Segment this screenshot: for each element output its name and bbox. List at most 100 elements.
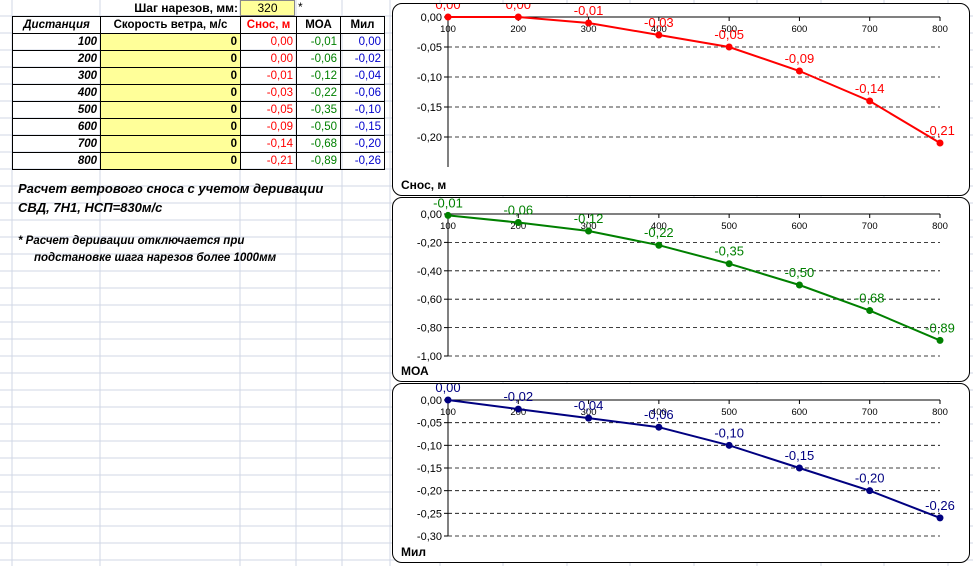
data-point [936, 139, 944, 147]
x-tick-label: 700 [862, 407, 878, 418]
table-row: 600 0 -0,09 -0,50 -0,15 [12, 118, 385, 136]
data-point [655, 31, 663, 39]
data-point [866, 487, 874, 495]
wind-speed-cell[interactable]: 0 [100, 101, 241, 119]
header-distance: Дистанция [12, 16, 101, 34]
header-moa: МОА [296, 16, 341, 34]
x-tick-label: 600 [791, 24, 807, 35]
x-tick-label: 800 [932, 24, 948, 35]
data-label: -0,35 [714, 244, 744, 259]
y-tick-label: -0,15 [417, 463, 442, 475]
chart-svg: 0,00 -0,05 -0,10 -0,15 -0,20 100 200 300 400 500 6… [401, 4, 955, 192]
data-label: -0,06 [644, 407, 674, 422]
data-label: 0,00 [506, 4, 531, 12]
wind-speed-cell[interactable]: 0 [100, 33, 241, 51]
drift-mil-chart: 0,00-0,05-0,10-0,15-0,20-0,25-0,30100200… [392, 383, 970, 563]
data-point [444, 396, 452, 404]
ballistics-table: Дистанция Скорость ветра, м/с Снос, м МО… [12, 16, 385, 170]
footnote-line-2: подстановке шага нарезов более 1000мм [34, 252, 277, 264]
x-tick-label: 600 [791, 221, 807, 232]
series-line [447, 214, 941, 342]
drift-mil-cell: -0,04 [340, 67, 385, 85]
data-label: -0,50 [785, 265, 815, 280]
drift-moa-cell: -0,50 [296, 118, 341, 136]
distance-cell: 700 [12, 135, 101, 153]
drift-meters-cell: 0,00 [240, 33, 297, 51]
drift-mil-cell: -0,26 [340, 152, 385, 170]
drift-meters-cell: 0,00 [240, 50, 297, 68]
weapon-description: СВД, 7Н1, НСП=830м/с [18, 200, 163, 215]
data-label: -0,01 [574, 4, 604, 18]
footnote-mark: * [298, 0, 303, 14]
y-tick-label: -0,10 [417, 72, 442, 84]
x-tick-label: 100 [440, 407, 456, 418]
footnote-line-1: * Расчет деривации отключается при [18, 235, 245, 247]
data-label: -0,15 [785, 448, 815, 463]
table-row: 800 0 -0,21 -0,89 -0,26 [12, 152, 385, 170]
data-label: -0,02 [503, 389, 533, 404]
wind-speed-cell[interactable]: 0 [100, 84, 241, 102]
y-tick-label: -0,40 [417, 266, 442, 278]
data-label: -0,09 [785, 51, 815, 66]
table-row: 700 0 -0,14 -0,68 -0,20 [12, 135, 385, 153]
data-point [795, 281, 803, 289]
calc-description: Расчет ветрового сноса с учетом дериваци… [18, 181, 324, 196]
drift-meters-cell: -0,05 [240, 101, 297, 119]
x-tick-label: 100 [440, 24, 456, 35]
wind-speed-cell[interactable]: 0 [100, 152, 241, 170]
drift-meters-cell: -0,21 [240, 152, 297, 170]
y-tick-label: -0,05 [417, 418, 442, 430]
data-point [866, 97, 874, 105]
chart-svg: 0,00 -0,20 -0,40 -0,60 -0,80 -1,00 100 200 300 40… [401, 198, 955, 378]
rifling-pitch-input[interactable]: 320 [240, 0, 295, 16]
distance-cell: 100 [12, 33, 101, 51]
x-tick-label: 400 [651, 407, 667, 418]
y-tick-label: 0,00 [421, 209, 442, 221]
drift-meters-chart: 0,00 -0,05 -0,10 -0,15 -0,20 100 200 300 400 500 6… [392, 3, 970, 196]
drift-mil-cell: -0,10 [340, 101, 385, 119]
series-line [447, 399, 941, 519]
y-tick-label: -0,60 [417, 294, 442, 306]
chart-svg: 0,00-0,05-0,10-0,15-0,20-0,25-0,30100200… [401, 384, 955, 559]
y-tick-label: -0,25 [417, 508, 442, 520]
x-tick-label: 800 [932, 221, 948, 232]
table-header-row: Дистанция Скорость ветра, м/с Снос, м МО… [12, 16, 385, 34]
header-mil: Мил [340, 16, 385, 34]
drift-mil-cell: -0,06 [340, 84, 385, 102]
data-label: -0,01 [433, 198, 463, 210]
table-row: 300 0 -0,01 -0,12 -0,04 [12, 67, 385, 85]
data-label: -0,20 [855, 471, 885, 486]
distance-cell: 600 [12, 118, 101, 136]
data-point [866, 307, 874, 315]
data-label: -0,10 [714, 425, 744, 440]
distance-cell: 200 [12, 50, 101, 68]
data-label: -0,05 [714, 27, 744, 42]
wind-speed-cell[interactable]: 0 [100, 118, 241, 136]
data-label: -0,26 [925, 498, 955, 513]
data-point [444, 211, 452, 219]
drift-meters-cell: -0,01 [240, 67, 297, 85]
data-point [725, 260, 733, 268]
wind-speed-cell[interactable]: 0 [100, 50, 241, 68]
x-tick-label: 500 [721, 407, 737, 418]
y-axis-title: Снос, м [401, 178, 446, 192]
x-tick-label: 400 [651, 221, 667, 232]
x-tick-label: 500 [721, 221, 737, 232]
drift-mil-cell: -0,15 [340, 118, 385, 136]
drift-moa-cell: -0,89 [296, 152, 341, 170]
drift-meters-cell: -0,03 [240, 84, 297, 102]
drift-moa-cell: -0,35 [296, 101, 341, 119]
rifling-pitch-label: Шаг нарезов, мм: [134, 1, 238, 15]
series-line [448, 16, 941, 144]
data-point [655, 241, 663, 249]
drift-meters-cell: -0,14 [240, 135, 297, 153]
y-tick-label: -0,20 [417, 237, 442, 249]
y-tick-label: -0,30 [417, 531, 442, 543]
y-tick-label: -0,15 [417, 102, 442, 114]
wind-speed-cell[interactable]: 0 [100, 67, 241, 85]
data-point [936, 514, 944, 522]
y-tick-label: 0,00 [421, 395, 442, 407]
wind-speed-cell[interactable]: 0 [100, 135, 241, 153]
y-tick-label: -0,20 [417, 486, 442, 498]
data-point [514, 13, 522, 21]
